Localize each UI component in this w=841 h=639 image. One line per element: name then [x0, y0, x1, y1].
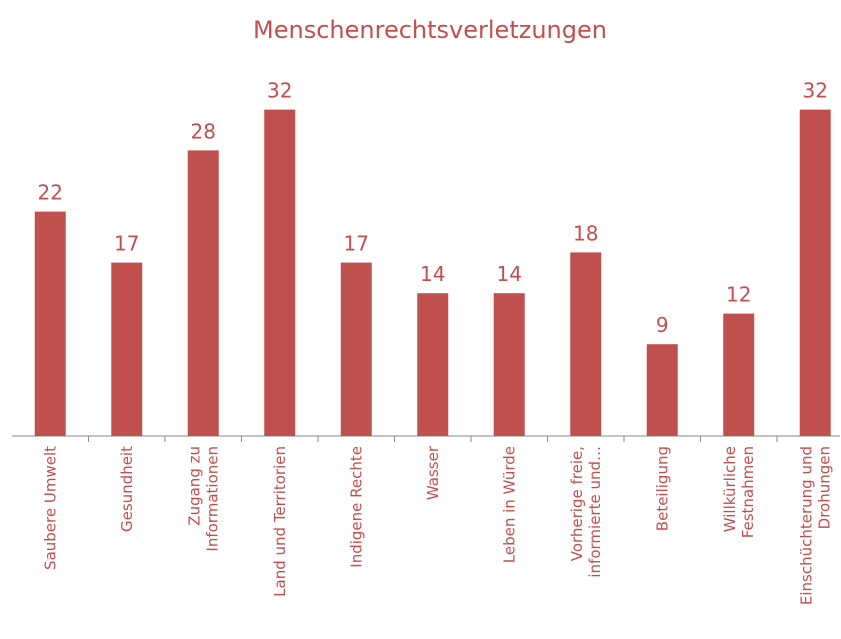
data-label: 9	[656, 313, 669, 337]
x-tick-label: Einschüchterung undDrohungen	[797, 446, 833, 605]
data-label: 18	[573, 221, 598, 245]
x-tick-label: Land und Territorien	[270, 446, 288, 597]
data-label: 17	[114, 232, 139, 256]
bar	[34, 211, 66, 436]
data-label: 12	[726, 283, 751, 307]
x-tick-label: Indigene Rechte	[347, 446, 365, 568]
chart-title: Menschenrechtsverletzungen	[253, 16, 607, 44]
bar	[723, 313, 755, 436]
data-label: 32	[803, 79, 828, 103]
bar	[264, 109, 296, 436]
bar	[799, 109, 831, 436]
data-label: 28	[191, 119, 216, 143]
data-label: 17	[344, 232, 369, 256]
bar	[493, 293, 525, 436]
bar	[111, 262, 143, 436]
x-tick-label: WillkürlicheFestnahmen	[720, 446, 756, 538]
bar	[646, 344, 678, 436]
x-tick-label: Gesundheit	[117, 446, 135, 532]
x-tick-label: Leben in Würde	[500, 446, 518, 563]
data-label: 14	[420, 262, 445, 286]
x-tick-label: Zugang zuInformationen	[185, 446, 221, 552]
bar	[340, 262, 372, 436]
data-label: 14	[497, 262, 522, 286]
bar	[187, 150, 219, 436]
x-tick-label: Beteiligung	[653, 446, 671, 531]
data-label: 32	[267, 79, 292, 103]
x-tick-label: Saubere Umwelt	[41, 446, 59, 570]
x-tick-label: Wasser	[423, 445, 441, 500]
x-tick-label: Vorherige freie,informierte und…	[567, 446, 603, 578]
bar	[570, 252, 602, 436]
data-label: 22	[38, 181, 63, 205]
bar	[417, 293, 449, 436]
